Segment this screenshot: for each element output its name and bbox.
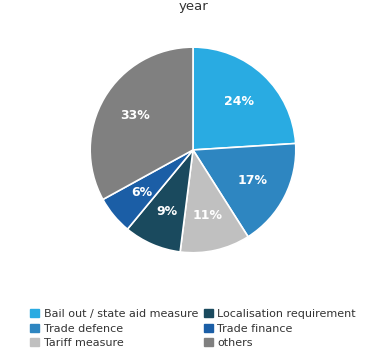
Wedge shape [90, 47, 193, 200]
Text: 11%: 11% [193, 208, 223, 222]
Legend: Bail out / state aid measure, Trade defence, Tariff measure, Localisation requir: Bail out / state aid measure, Trade defe… [27, 306, 359, 351]
Wedge shape [127, 150, 193, 252]
Wedge shape [103, 150, 193, 229]
Wedge shape [193, 47, 296, 150]
Text: 17%: 17% [237, 174, 267, 187]
Text: 9%: 9% [156, 205, 177, 218]
Wedge shape [193, 144, 296, 237]
Text: 33%: 33% [120, 110, 151, 122]
Wedge shape [180, 150, 248, 253]
Text: 6%: 6% [131, 186, 152, 199]
Title: Bailouts and subsidies account for a quarter of trade distortions this
year: Bailouts and subsidies account for a qua… [0, 0, 386, 13]
Text: 24%: 24% [224, 95, 254, 108]
